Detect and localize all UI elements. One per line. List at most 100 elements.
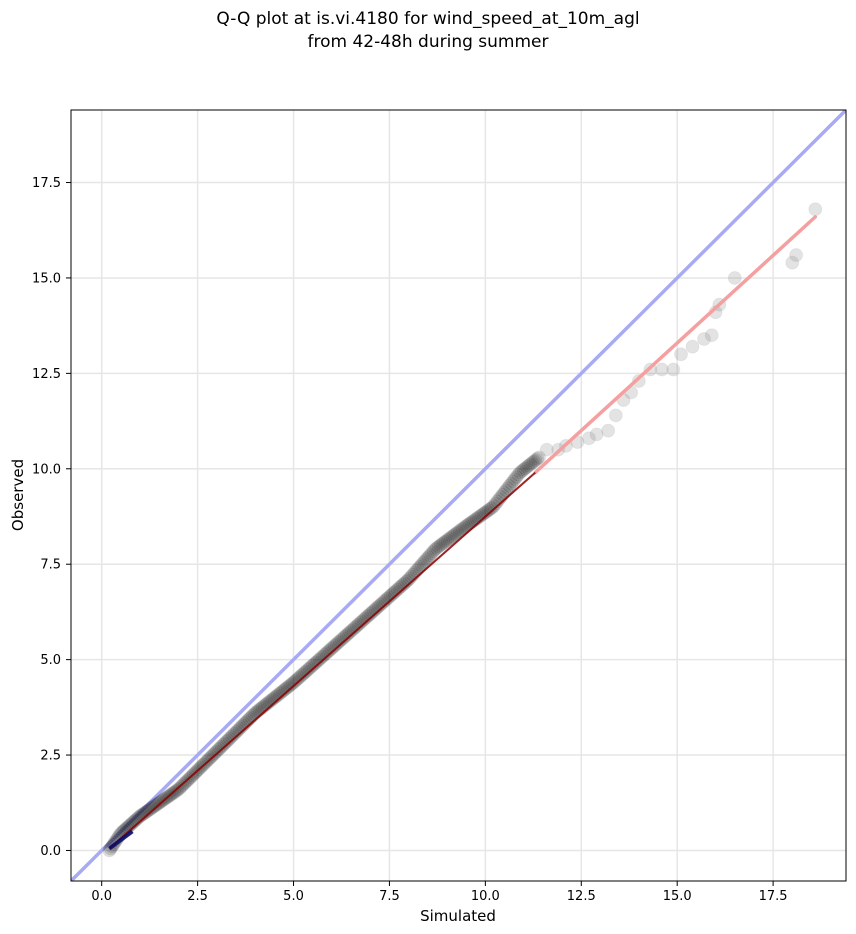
x-tick-label: 5.0 xyxy=(283,889,304,904)
data-point xyxy=(530,451,545,466)
data-point xyxy=(309,655,324,670)
data-point-tail xyxy=(601,423,616,438)
y-axis-label: Observed xyxy=(9,459,27,531)
data-point xyxy=(428,542,443,557)
data-point xyxy=(283,677,298,692)
data-point xyxy=(224,729,239,744)
data-point xyxy=(151,796,166,811)
data-point xyxy=(312,652,327,667)
data-point xyxy=(519,460,534,475)
data-point xyxy=(483,501,498,516)
data-point xyxy=(502,478,517,493)
data-point xyxy=(292,670,307,685)
data-point xyxy=(356,612,371,627)
data-point xyxy=(143,801,158,816)
data-point xyxy=(278,681,293,696)
data-point xyxy=(327,638,342,653)
data-point xyxy=(419,552,434,567)
data-point xyxy=(204,749,219,764)
data-point xyxy=(222,731,237,746)
data-point xyxy=(525,455,540,470)
data-point xyxy=(447,528,462,543)
data-point xyxy=(435,537,450,552)
data-point xyxy=(322,643,337,658)
data-point xyxy=(488,496,503,511)
data-point xyxy=(206,747,221,762)
data-point xyxy=(329,637,344,652)
grid-layer xyxy=(71,110,846,881)
data-point xyxy=(481,503,496,518)
data-point xyxy=(532,450,547,465)
ticks-layer: 0.0 2.5 5.0 7.5 10.0 12.5 15.0 17.5 0.0 2.5 5.0 7.5… xyxy=(32,176,788,904)
data-point xyxy=(332,634,347,649)
data-point xyxy=(455,521,470,536)
data-point xyxy=(139,804,154,819)
data-point xyxy=(443,530,458,545)
data-point xyxy=(440,533,455,548)
data-point xyxy=(211,742,226,757)
data-point xyxy=(421,550,436,565)
data-point xyxy=(277,682,292,697)
fit-line-layer xyxy=(108,215,818,851)
data-point-tail xyxy=(685,339,700,354)
data-point xyxy=(516,462,531,477)
data-point xyxy=(344,623,359,638)
data-point xyxy=(336,631,351,646)
data-point xyxy=(361,608,376,623)
x-tick-label: 17.5 xyxy=(759,889,788,904)
data-point xyxy=(203,750,218,765)
data-point xyxy=(518,461,533,476)
data-point-tail xyxy=(785,255,800,270)
data-point xyxy=(325,640,340,655)
data-point xyxy=(220,733,235,748)
data-point-tail xyxy=(808,202,823,217)
low-value-segment xyxy=(108,829,134,851)
data-point xyxy=(207,746,222,761)
data-point-tail xyxy=(654,362,669,377)
data-point xyxy=(280,680,295,695)
data-point xyxy=(285,676,300,691)
data-point xyxy=(499,483,514,498)
x-tick-label: 10.0 xyxy=(471,889,500,904)
data-point xyxy=(307,656,322,671)
data-point xyxy=(347,620,362,635)
data-point-tail xyxy=(539,442,554,457)
data-point xyxy=(354,614,369,629)
data-point xyxy=(287,674,302,689)
data-point xyxy=(423,548,438,563)
y-tick-label: 0.0 xyxy=(40,844,61,859)
data-point xyxy=(302,661,317,676)
data-point xyxy=(142,802,157,817)
data-point xyxy=(359,609,374,624)
data-point xyxy=(150,797,165,812)
y-tick-label: 15.0 xyxy=(32,271,61,286)
data-point xyxy=(512,465,527,480)
data-point xyxy=(315,649,330,664)
data-point xyxy=(339,628,354,643)
data-point xyxy=(337,629,352,644)
data-point xyxy=(523,457,538,472)
data-point-tail xyxy=(727,270,742,285)
data-point xyxy=(145,800,160,815)
data-point-tail xyxy=(589,427,604,442)
data-point xyxy=(479,504,494,519)
data-point xyxy=(148,798,163,813)
reference-line xyxy=(71,110,846,881)
data-point xyxy=(297,665,312,680)
data-point-tail xyxy=(608,408,623,423)
data-point xyxy=(225,728,240,743)
data-point xyxy=(433,538,448,553)
data-point xyxy=(214,739,229,754)
data-point xyxy=(282,678,297,693)
x-axis-label: Simulated xyxy=(420,907,496,925)
y-tick-label: 2.5 xyxy=(40,749,61,764)
x-tick-label: 12.5 xyxy=(567,889,596,904)
data-point-tail xyxy=(631,373,646,388)
data-point xyxy=(310,653,325,668)
data-point xyxy=(217,736,232,751)
data-point xyxy=(353,615,368,630)
chart-title: Q-Q plot at is.vi.4180 for wind_speed_at… xyxy=(216,9,640,29)
x-tick-label: 0.0 xyxy=(91,889,112,904)
data-point xyxy=(507,472,522,487)
data-point xyxy=(342,625,357,640)
